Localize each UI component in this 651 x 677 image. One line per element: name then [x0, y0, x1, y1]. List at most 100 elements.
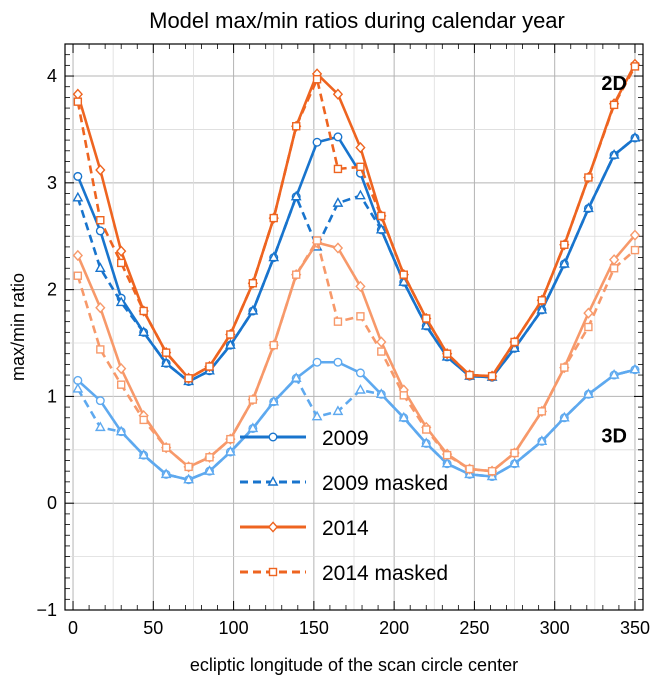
- point-square: [487, 371, 497, 381]
- point-triangle: [375, 388, 387, 398]
- point-triangle: [183, 473, 195, 484]
- x-tick-label: 200: [379, 618, 409, 638]
- point-circle: [268, 432, 278, 442]
- point-square: [465, 464, 474, 474]
- point-diamond: [116, 363, 127, 375]
- point-triangle: [224, 339, 236, 349]
- x-tick-label: 350: [620, 618, 650, 638]
- point-square: [96, 345, 105, 354]
- chart-title: Model max/min ratios during calendar yea…: [149, 8, 565, 33]
- point-triangle: [398, 411, 410, 422]
- point-triangle: [355, 383, 366, 394]
- point-circle: [312, 137, 322, 147]
- point-diamond: [95, 164, 106, 176]
- x-tick-label: 50: [143, 618, 163, 638]
- point-square: [269, 213, 278, 223]
- point-diamond: [583, 307, 594, 319]
- legend-label: 2014: [322, 517, 369, 540]
- point-diamond: [267, 521, 279, 533]
- series-line: [76, 136, 636, 383]
- point-circle: [95, 226, 105, 236]
- annotation-2d: 2D: [601, 73, 627, 95]
- point-square: [312, 236, 322, 245]
- point-diamond: [116, 245, 127, 257]
- point-square: [292, 270, 301, 279]
- point-square: [312, 75, 322, 84]
- legend-label: 2014 masked: [322, 562, 448, 585]
- annotation-3d: 3D: [601, 425, 627, 447]
- point-triangle: [583, 388, 594, 398]
- point-square: [248, 395, 258, 404]
- axes: 0 50 100 150 200 250 300 350 −1 0 1 2 3 4: [36, 44, 650, 638]
- series-line: [76, 63, 637, 380]
- point-triangle: [290, 190, 302, 201]
- point-square: [422, 425, 431, 434]
- point-triangle: [115, 425, 127, 436]
- point-triangle: [441, 457, 453, 468]
- point-square: [399, 391, 408, 400]
- point-square: [584, 173, 593, 182]
- point-triangle: [536, 303, 548, 314]
- grid: [65, 44, 643, 611]
- x-tick-label: 150: [299, 618, 329, 638]
- point-diamond: [72, 249, 83, 262]
- point-square: [630, 245, 640, 255]
- point-diamond: [376, 336, 387, 348]
- point-square: [537, 407, 547, 416]
- point-diamond: [355, 141, 366, 154]
- y-tick-label: 2: [47, 280, 57, 300]
- point-square: [184, 462, 193, 472]
- point-triangle: [583, 202, 594, 213]
- point-square: [630, 62, 640, 71]
- point-triangle: [629, 363, 641, 374]
- point-triangle: [267, 475, 279, 486]
- point-triangle: [375, 223, 387, 234]
- point-triangle: [247, 422, 259, 433]
- point-triangle: [608, 149, 620, 159]
- point-square: [205, 453, 214, 462]
- point-square: [116, 258, 126, 268]
- point-circle: [95, 396, 105, 406]
- point-triangle: [115, 296, 127, 307]
- point-square: [161, 348, 171, 357]
- point-square: [442, 450, 452, 460]
- point-square: [205, 362, 214, 371]
- point-triangle: [268, 395, 280, 406]
- point-triangle: [138, 326, 150, 337]
- point-triangle: [160, 468, 172, 479]
- y-tick-label: 1: [47, 386, 57, 406]
- point-triangle: [247, 304, 259, 315]
- point-diamond: [332, 242, 344, 254]
- point-triangle: [558, 257, 570, 268]
- point-diamond: [95, 302, 106, 314]
- legend: 2009 2009 masked 2014 2014 masked: [240, 427, 448, 585]
- series-line: [76, 368, 636, 482]
- y-tick-label: −1: [36, 600, 57, 620]
- point-square: [333, 164, 343, 174]
- point-triangle: [332, 197, 344, 207]
- point-triangle: [138, 449, 150, 459]
- point-square: [226, 330, 235, 339]
- point-square: [184, 374, 193, 383]
- point-square: [96, 216, 105, 225]
- y-axis-label: max/min ratio: [8, 273, 28, 381]
- y-tick-label: 0: [47, 493, 57, 513]
- point-diamond: [332, 88, 344, 100]
- point-diamond: [72, 88, 83, 100]
- point-triangle: [224, 445, 236, 456]
- plot-frame: [64, 43, 644, 611]
- point-triangle: [160, 357, 172, 368]
- point-square: [560, 363, 569, 372]
- point-square: [609, 100, 619, 110]
- legend-label: 2009 masked: [322, 472, 448, 495]
- point-circle: [333, 132, 343, 142]
- y-tick-label: 4: [47, 66, 57, 86]
- x-tick-label: 100: [219, 618, 249, 638]
- point-circle: [73, 171, 83, 181]
- point-triangle: [94, 421, 106, 432]
- point-triangle: [608, 369, 620, 379]
- point-square: [377, 211, 386, 221]
- point-triangle: [94, 262, 106, 272]
- point-square: [560, 240, 569, 249]
- series-2009-masked-3D: [72, 363, 641, 484]
